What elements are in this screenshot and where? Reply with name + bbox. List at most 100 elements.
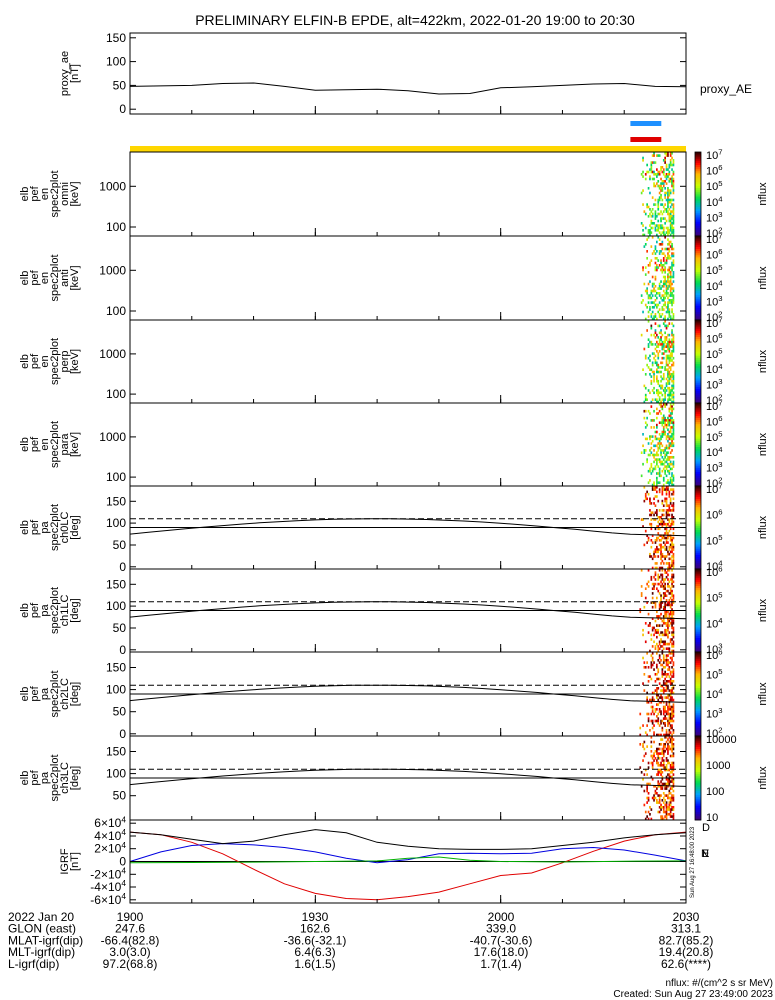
heatmap-cell bbox=[664, 156, 666, 160]
heatmap-cell bbox=[650, 698, 653, 702]
y-tick-label: 50 bbox=[113, 538, 127, 552]
heatmap-cell bbox=[667, 724, 669, 727]
heatmap-cell bbox=[672, 497, 675, 501]
heatmap-cell bbox=[643, 400, 646, 404]
heatmap-cell bbox=[658, 343, 661, 346]
heatmap-cell bbox=[671, 396, 673, 399]
heatmap-cell bbox=[661, 419, 664, 422]
heatmap-cell bbox=[656, 691, 658, 695]
heatmap-cell bbox=[658, 710, 661, 713]
heatmap-cell bbox=[672, 796, 675, 800]
heatmap-cell bbox=[672, 217, 675, 220]
heatmap-cell bbox=[671, 287, 673, 290]
heatmap-cell bbox=[668, 768, 671, 772]
heatmap-cell bbox=[660, 815, 662, 818]
heatmap-cell bbox=[664, 472, 666, 475]
colorbar-segment bbox=[695, 662, 701, 665]
heatmap-cell bbox=[668, 525, 671, 528]
heatmap-cell bbox=[671, 386, 673, 390]
heatmap-cell bbox=[672, 423, 675, 427]
heatmap-cell bbox=[668, 243, 671, 246]
heatmap-cell bbox=[671, 601, 673, 604]
heatmap-cell bbox=[658, 724, 661, 727]
heatmap-cell bbox=[669, 377, 672, 381]
colorbar-segment bbox=[695, 616, 701, 620]
heatmap-cell bbox=[649, 555, 651, 558]
heatmap-cell bbox=[672, 545, 675, 549]
heatmap-cell bbox=[669, 275, 672, 279]
heatmap-cell bbox=[661, 652, 664, 655]
heatmap-cell bbox=[661, 170, 664, 174]
heatmap-cell bbox=[665, 659, 668, 662]
heatmap-cell bbox=[669, 426, 672, 429]
heatmap-cell bbox=[662, 747, 665, 751]
heatmap-cell bbox=[653, 497, 655, 501]
heatmap-cell bbox=[669, 476, 672, 480]
heatmap-cell bbox=[654, 578, 657, 581]
heatmap-cell bbox=[665, 562, 668, 565]
heatmap-cell bbox=[656, 799, 658, 802]
colorbar-segment bbox=[695, 361, 701, 364]
heatmap-cell bbox=[668, 747, 671, 751]
heatmap-cell bbox=[672, 663, 675, 667]
heatmap-cell bbox=[640, 474, 643, 478]
heatmap-cell bbox=[672, 673, 675, 676]
heatmap-cell bbox=[646, 691, 648, 695]
heatmap-cell bbox=[667, 673, 669, 676]
heatmap-cell bbox=[658, 575, 661, 579]
colorbar-segment bbox=[695, 384, 701, 387]
heatmap-cell bbox=[640, 301, 643, 304]
heatmap-cell bbox=[672, 345, 675, 348]
heatmap-cell bbox=[668, 456, 671, 459]
heatmap-cell bbox=[665, 615, 668, 618]
heatmap-cell bbox=[668, 719, 671, 723]
heatmap-cell bbox=[661, 462, 664, 466]
heatmap-cell bbox=[671, 680, 673, 683]
heatmap-cell bbox=[653, 712, 655, 716]
heatmap-cell bbox=[668, 343, 671, 346]
ephemeris-value: 82.7(85.2) bbox=[659, 933, 714, 947]
heatmap-cell bbox=[667, 421, 669, 424]
heatmap-cell bbox=[671, 666, 673, 669]
heatmap-cell bbox=[667, 761, 669, 765]
heatmap-cell bbox=[665, 801, 668, 804]
heatmap-cell bbox=[643, 499, 646, 503]
heatmap-cell bbox=[651, 761, 654, 765]
heatmap-cell bbox=[665, 815, 668, 818]
heatmap-cell bbox=[660, 694, 662, 697]
y-axis-label: pa bbox=[39, 521, 51, 534]
heatmap-cell bbox=[657, 292, 660, 295]
heatmap-cell bbox=[668, 173, 671, 176]
heatmap-cell bbox=[660, 516, 662, 519]
heatmap-cell bbox=[660, 603, 662, 607]
heatmap-cell bbox=[668, 217, 671, 220]
heatmap-cell bbox=[658, 187, 661, 190]
heatmap-cell bbox=[651, 170, 654, 174]
panel-frame bbox=[129, 151, 687, 237]
heatmap-cell bbox=[654, 430, 657, 434]
heatmap-cell bbox=[669, 161, 672, 164]
heatmap-cell bbox=[669, 545, 672, 549]
colorbar-segment bbox=[695, 778, 701, 781]
heatmap-cell bbox=[667, 773, 669, 776]
heatmap-cell bbox=[647, 817, 650, 821]
heatmap-cell bbox=[646, 257, 648, 260]
heatmap-cell bbox=[662, 520, 665, 524]
heatmap-cell bbox=[660, 645, 662, 648]
heatmap-cell bbox=[672, 752, 675, 755]
heatmap-cell bbox=[664, 750, 666, 753]
heatmap-cell bbox=[656, 458, 658, 461]
heatmap-cell bbox=[665, 210, 668, 213]
colorbar-segment bbox=[695, 803, 701, 806]
heatmap-cell bbox=[661, 444, 664, 448]
colorbar-segment bbox=[695, 448, 701, 452]
colorbar-segment bbox=[695, 742, 701, 745]
heatmap-cell bbox=[671, 780, 673, 783]
heatmap-cell bbox=[664, 631, 666, 634]
heatmap-cell bbox=[650, 525, 653, 528]
heatmap-cell bbox=[668, 803, 671, 807]
heatmap-cell bbox=[671, 696, 673, 699]
heatmap-cell bbox=[662, 229, 665, 232]
heatmap-cell bbox=[668, 495, 671, 498]
